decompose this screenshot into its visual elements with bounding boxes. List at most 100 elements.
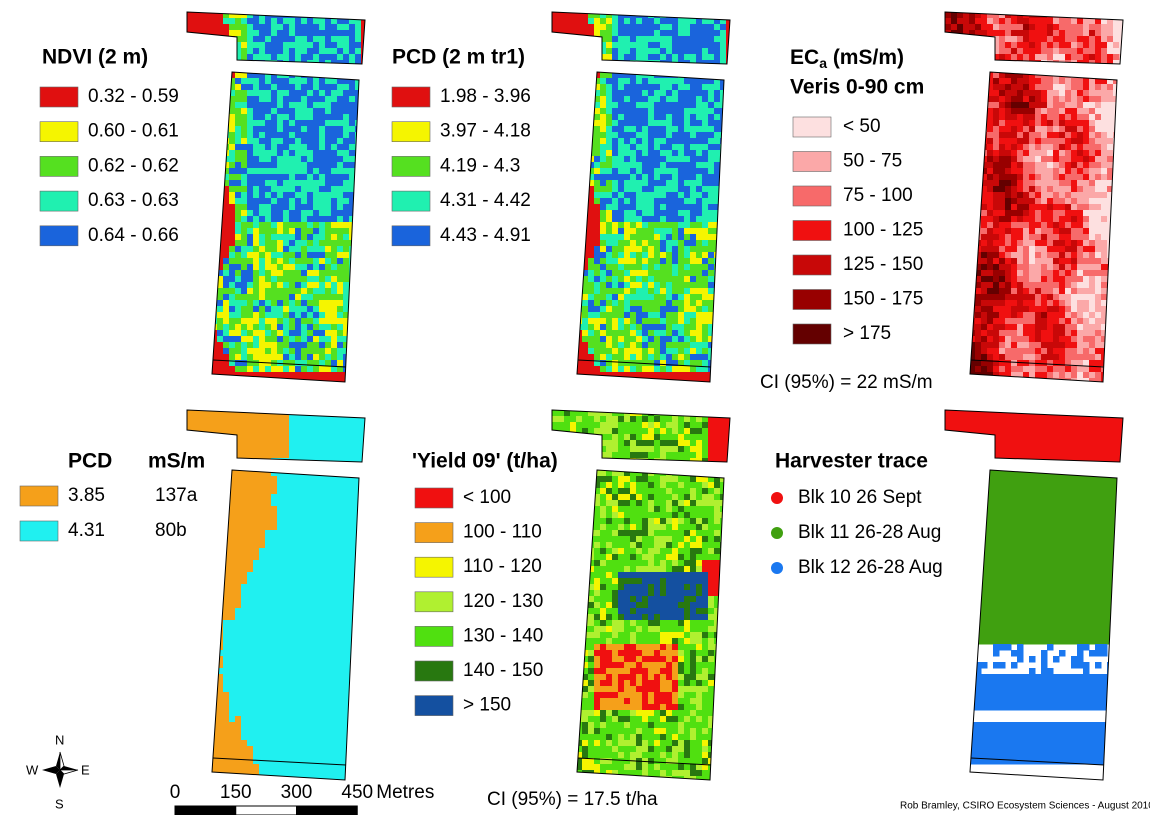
map-cell	[570, 36, 577, 43]
map-cell	[576, 222, 583, 229]
map-cell	[289, 186, 296, 193]
map-cell	[1017, 54, 1024, 61]
map-cell	[624, 240, 631, 247]
map-cell	[720, 342, 727, 349]
map-cell	[726, 366, 733, 373]
map-cell	[678, 138, 685, 145]
map-cell	[331, 90, 338, 97]
map-cell	[612, 138, 619, 145]
map-cell	[331, 210, 338, 217]
map-cell	[975, 300, 982, 307]
map-cell	[957, 156, 964, 163]
map-cell	[259, 186, 266, 193]
map-cell	[265, 96, 272, 103]
map-cell	[618, 78, 625, 85]
map-cell	[720, 318, 727, 325]
map-cell	[355, 78, 362, 85]
map-cell	[235, 24, 242, 31]
map-cell	[702, 198, 709, 205]
map-cell	[582, 48, 589, 55]
map-cell	[1011, 78, 1018, 85]
map-cell	[235, 312, 242, 319]
map-cell	[265, 192, 272, 199]
map-cell	[331, 222, 338, 229]
map-cell	[618, 324, 625, 331]
map-cell	[957, 126, 964, 133]
map-cell	[957, 360, 964, 367]
map-cell	[289, 324, 296, 331]
map-cell	[343, 168, 350, 175]
map-cell	[690, 228, 697, 235]
map-cell	[283, 144, 290, 151]
map-cell	[277, 66, 284, 73]
map-cell	[690, 48, 697, 55]
map-cell	[307, 66, 314, 73]
map-cell	[331, 96, 338, 103]
map-cell	[319, 282, 326, 289]
map-cell	[981, 342, 988, 349]
map-cell	[552, 204, 559, 211]
map-cell	[702, 36, 709, 43]
map-cell	[642, 366, 649, 373]
map-cell	[981, 246, 988, 253]
map-cell	[1029, 222, 1036, 229]
map-cell	[618, 96, 625, 103]
map-cell	[957, 306, 964, 313]
map-cell	[552, 78, 559, 85]
map-cell	[654, 222, 661, 229]
map-cell	[1005, 348, 1012, 355]
map-cell	[732, 348, 739, 355]
map-cell	[355, 72, 362, 79]
map-cell	[678, 270, 685, 277]
map-cell	[253, 180, 260, 187]
map-cell	[588, 294, 595, 301]
map-cell	[666, 72, 673, 79]
map-cell	[1023, 330, 1030, 337]
map-cell	[987, 42, 994, 49]
map-cell	[570, 102, 577, 109]
map-cell	[963, 48, 970, 55]
map-cell	[558, 348, 565, 355]
map-cell	[1023, 90, 1030, 97]
map-cell	[1011, 18, 1018, 25]
map-cell	[666, 228, 673, 235]
map-cell	[558, 240, 565, 247]
map-cell	[732, 180, 739, 187]
map-cell	[217, 144, 224, 151]
map-cell	[259, 18, 266, 25]
map-cell	[343, 288, 350, 295]
map-cell	[963, 114, 970, 121]
map-cell	[1005, 78, 1012, 85]
map-cell	[295, 288, 302, 295]
map-cell	[696, 216, 703, 223]
map-cell	[1011, 306, 1018, 313]
map-cell	[999, 42, 1006, 49]
map-cell	[301, 138, 308, 145]
map-cell	[1005, 384, 1012, 391]
map-cell	[199, 228, 206, 235]
map-cell	[355, 60, 362, 67]
map-cell	[708, 84, 715, 91]
map-cell	[187, 354, 194, 361]
map-cell	[1011, 282, 1018, 289]
map-cell	[295, 330, 302, 337]
map-cell	[660, 264, 667, 271]
map-cell	[295, 60, 302, 67]
map-cell	[337, 330, 344, 337]
map-cell	[337, 156, 344, 163]
map-cell	[642, 120, 649, 127]
map-cell	[582, 300, 589, 307]
map-cell	[367, 372, 374, 379]
map-cell	[582, 372, 589, 379]
map-cell	[241, 120, 248, 127]
map-cell	[582, 258, 589, 265]
map-cell	[295, 174, 302, 181]
map-cell	[205, 210, 212, 217]
map-cell	[714, 294, 721, 301]
map-cell	[957, 72, 964, 79]
map-cell	[193, 102, 200, 109]
map-cell	[678, 318, 685, 325]
map-cell	[951, 240, 958, 247]
map-cell	[708, 282, 715, 289]
map-cell	[319, 174, 326, 181]
